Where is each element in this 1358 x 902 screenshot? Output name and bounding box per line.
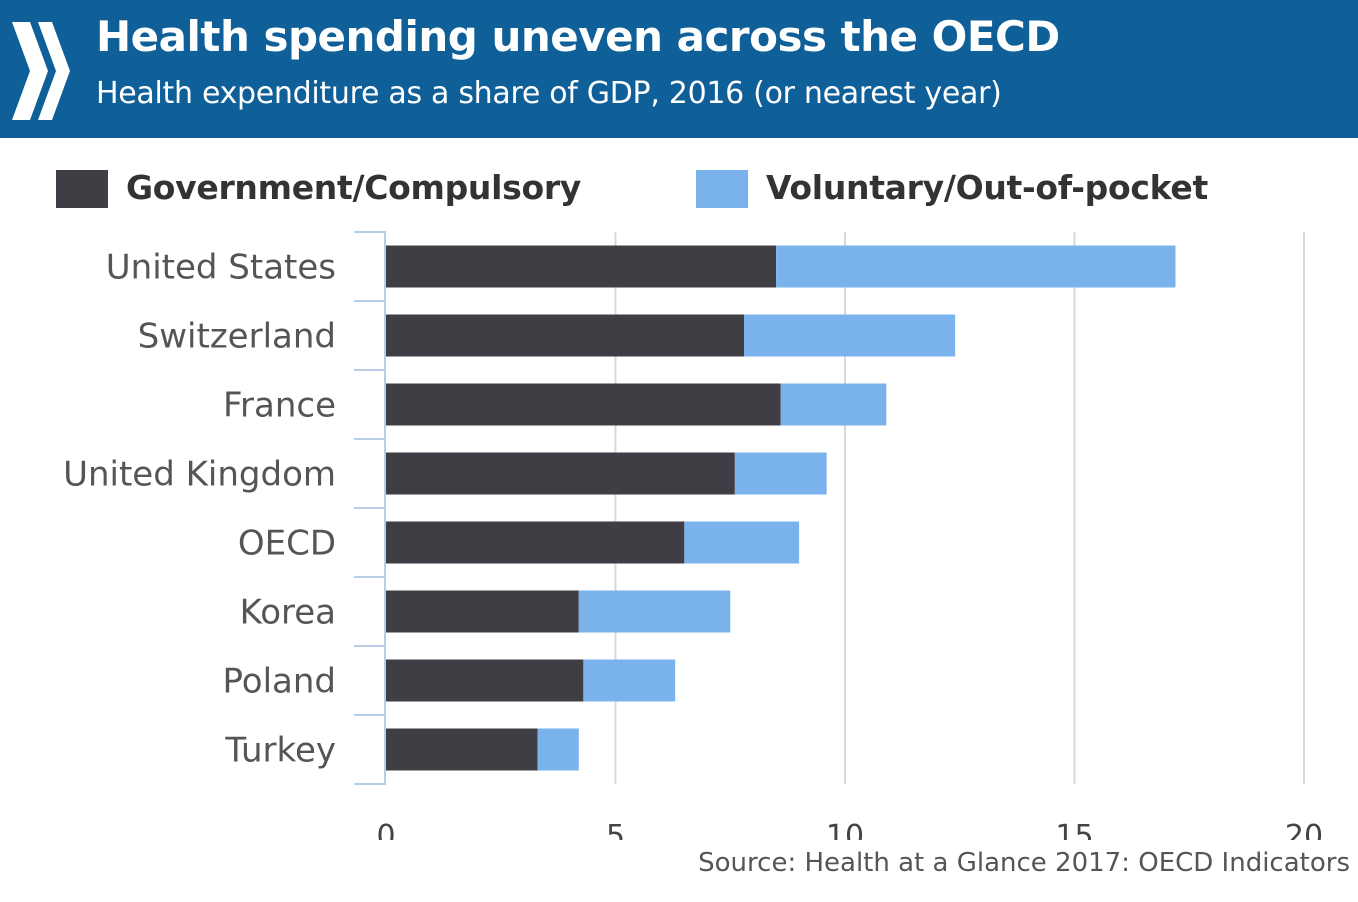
bar-government xyxy=(386,659,584,702)
x-tick-label: 0 xyxy=(376,819,395,840)
bar-voluntary xyxy=(744,314,956,357)
bar-government xyxy=(386,245,777,288)
bar-chart: 0 5 10 15 20 United States Switzerland France Un… xyxy=(63,231,1323,840)
bar-voluntary xyxy=(776,245,1176,288)
bar-government xyxy=(386,383,781,426)
x-tick-label: 10 xyxy=(826,819,864,840)
chart-title: Health spending uneven across the OECD xyxy=(96,12,1060,61)
chart-header: Health spending uneven across the OECD H… xyxy=(0,0,1358,138)
bar-government xyxy=(386,314,745,357)
category-label: France xyxy=(223,386,336,426)
category-label: Switzerland xyxy=(138,317,336,357)
category-label: United States xyxy=(106,248,336,288)
x-tick-label: 5 xyxy=(606,819,625,840)
legend-label-voluntary: Voluntary/Out-of-pocket xyxy=(766,168,1208,207)
chart-subtitle: Health expenditure as a share of GDP, 20… xyxy=(96,76,1002,111)
legend-swatch-voluntary xyxy=(696,170,748,208)
oecd-chevrons-icon xyxy=(12,22,70,120)
bar-voluntary xyxy=(780,383,887,426)
bar-government xyxy=(386,452,735,495)
bar-government xyxy=(386,590,579,633)
x-tick-label: 15 xyxy=(1055,819,1093,840)
category-label: Turkey xyxy=(224,731,336,771)
legend-label-government: Government/Compulsory xyxy=(126,168,582,207)
category-label: United Kingdom xyxy=(63,455,336,495)
bar-voluntary xyxy=(537,728,579,771)
bar-voluntary xyxy=(583,659,676,702)
bar-government xyxy=(386,521,685,564)
category-label: Korea xyxy=(240,593,336,633)
bar-voluntary xyxy=(734,452,827,495)
source-note: Source: Health at a Glance 2017: OECD In… xyxy=(698,848,1350,878)
legend-swatch-government xyxy=(56,170,108,208)
category-label: Poland xyxy=(222,662,336,702)
bar-voluntary xyxy=(578,590,731,633)
x-tick-label: 20 xyxy=(1285,819,1323,840)
bar-government xyxy=(386,728,538,771)
category-label: OECD xyxy=(238,524,336,564)
bar-voluntary xyxy=(684,521,800,564)
